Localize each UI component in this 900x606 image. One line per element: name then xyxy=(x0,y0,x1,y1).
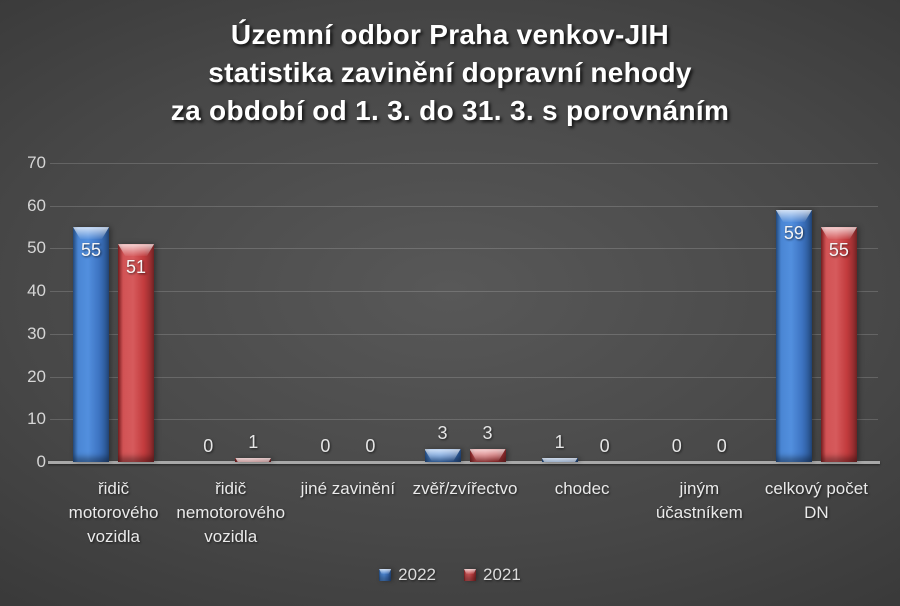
data-label-2022: 3 xyxy=(437,423,448,444)
category-label: zvěř/zvířectvo xyxy=(412,479,518,498)
legend-marker-icon xyxy=(464,569,476,581)
category-label: celkový počet DN xyxy=(764,479,868,522)
data-label-2021: 51 xyxy=(126,257,147,278)
data-label-2021: 0 xyxy=(599,436,610,456)
gridline-20 xyxy=(50,376,878,378)
gridline-30 xyxy=(50,333,878,335)
y-axis-label-0: 0 xyxy=(36,452,46,471)
data-label-2021: 0 xyxy=(365,436,376,456)
bar-2022 xyxy=(73,227,110,462)
data-label-2021: 0 xyxy=(716,436,727,456)
category-label: řidič motorového vozidla xyxy=(68,479,159,546)
category-label: řidič nemotorového vozidla xyxy=(176,479,286,546)
bar-2021 xyxy=(820,227,857,462)
bar-2021 xyxy=(235,457,272,462)
chart-title-line-2: statistika zavinění dopravní nehody xyxy=(208,57,692,88)
data-label-2022: 0 xyxy=(320,436,331,456)
data-label-2022: 1 xyxy=(554,431,565,452)
data-label-2021: 55 xyxy=(828,240,849,261)
category-label: jiným účastníkem xyxy=(655,479,743,522)
bar-2021 xyxy=(118,244,155,462)
y-axis-label-50: 50 xyxy=(27,238,46,258)
gridline-40 xyxy=(50,291,878,293)
gridline-60 xyxy=(50,205,878,207)
bar-2022 xyxy=(775,209,812,462)
y-axis-label-10: 10 xyxy=(27,409,46,429)
legend-item-2022: 2022 xyxy=(379,565,436,585)
legend: 2022 2021 xyxy=(0,565,900,585)
chart-title-line-1: Územní odbor Praha venkov-JIH xyxy=(230,19,670,50)
legend-label: 2021 xyxy=(483,565,521,584)
data-label-2021: 1 xyxy=(248,431,259,452)
chart-title-line-3: za období od 1. 3. do 31. 3. s porovnání… xyxy=(170,95,730,126)
data-label-2022: 59 xyxy=(783,222,804,243)
legend-label: 2022 xyxy=(398,565,436,584)
category-label: jiné zavinění xyxy=(300,479,396,498)
y-axis-label-40: 40 xyxy=(27,281,46,301)
data-label-2022: 0 xyxy=(671,436,682,456)
y-axis-label-60: 60 xyxy=(27,195,46,215)
y-axis-label-20: 20 xyxy=(27,366,46,386)
bar-2022 xyxy=(541,457,578,462)
legend-marker-icon xyxy=(379,569,392,581)
legend-item-2021: 2021 xyxy=(464,565,521,585)
x-axis-line xyxy=(48,461,880,464)
data-label-2021: 3 xyxy=(482,423,493,444)
category-label: chodec xyxy=(554,479,610,498)
data-label-2022: 55 xyxy=(81,240,102,261)
chart-title: Územní odbor Praha venkov-JIH statistika… xyxy=(0,16,900,130)
bar-2021 xyxy=(469,449,506,462)
y-axis-label-70: 70 xyxy=(27,153,46,172)
bar-2022 xyxy=(424,449,461,462)
gridline-50 xyxy=(50,248,878,250)
gridline-70 xyxy=(50,163,878,164)
data-label-2022: 0 xyxy=(203,436,214,456)
y-axis-label-30: 30 xyxy=(27,323,46,343)
gridline-10 xyxy=(50,419,878,421)
